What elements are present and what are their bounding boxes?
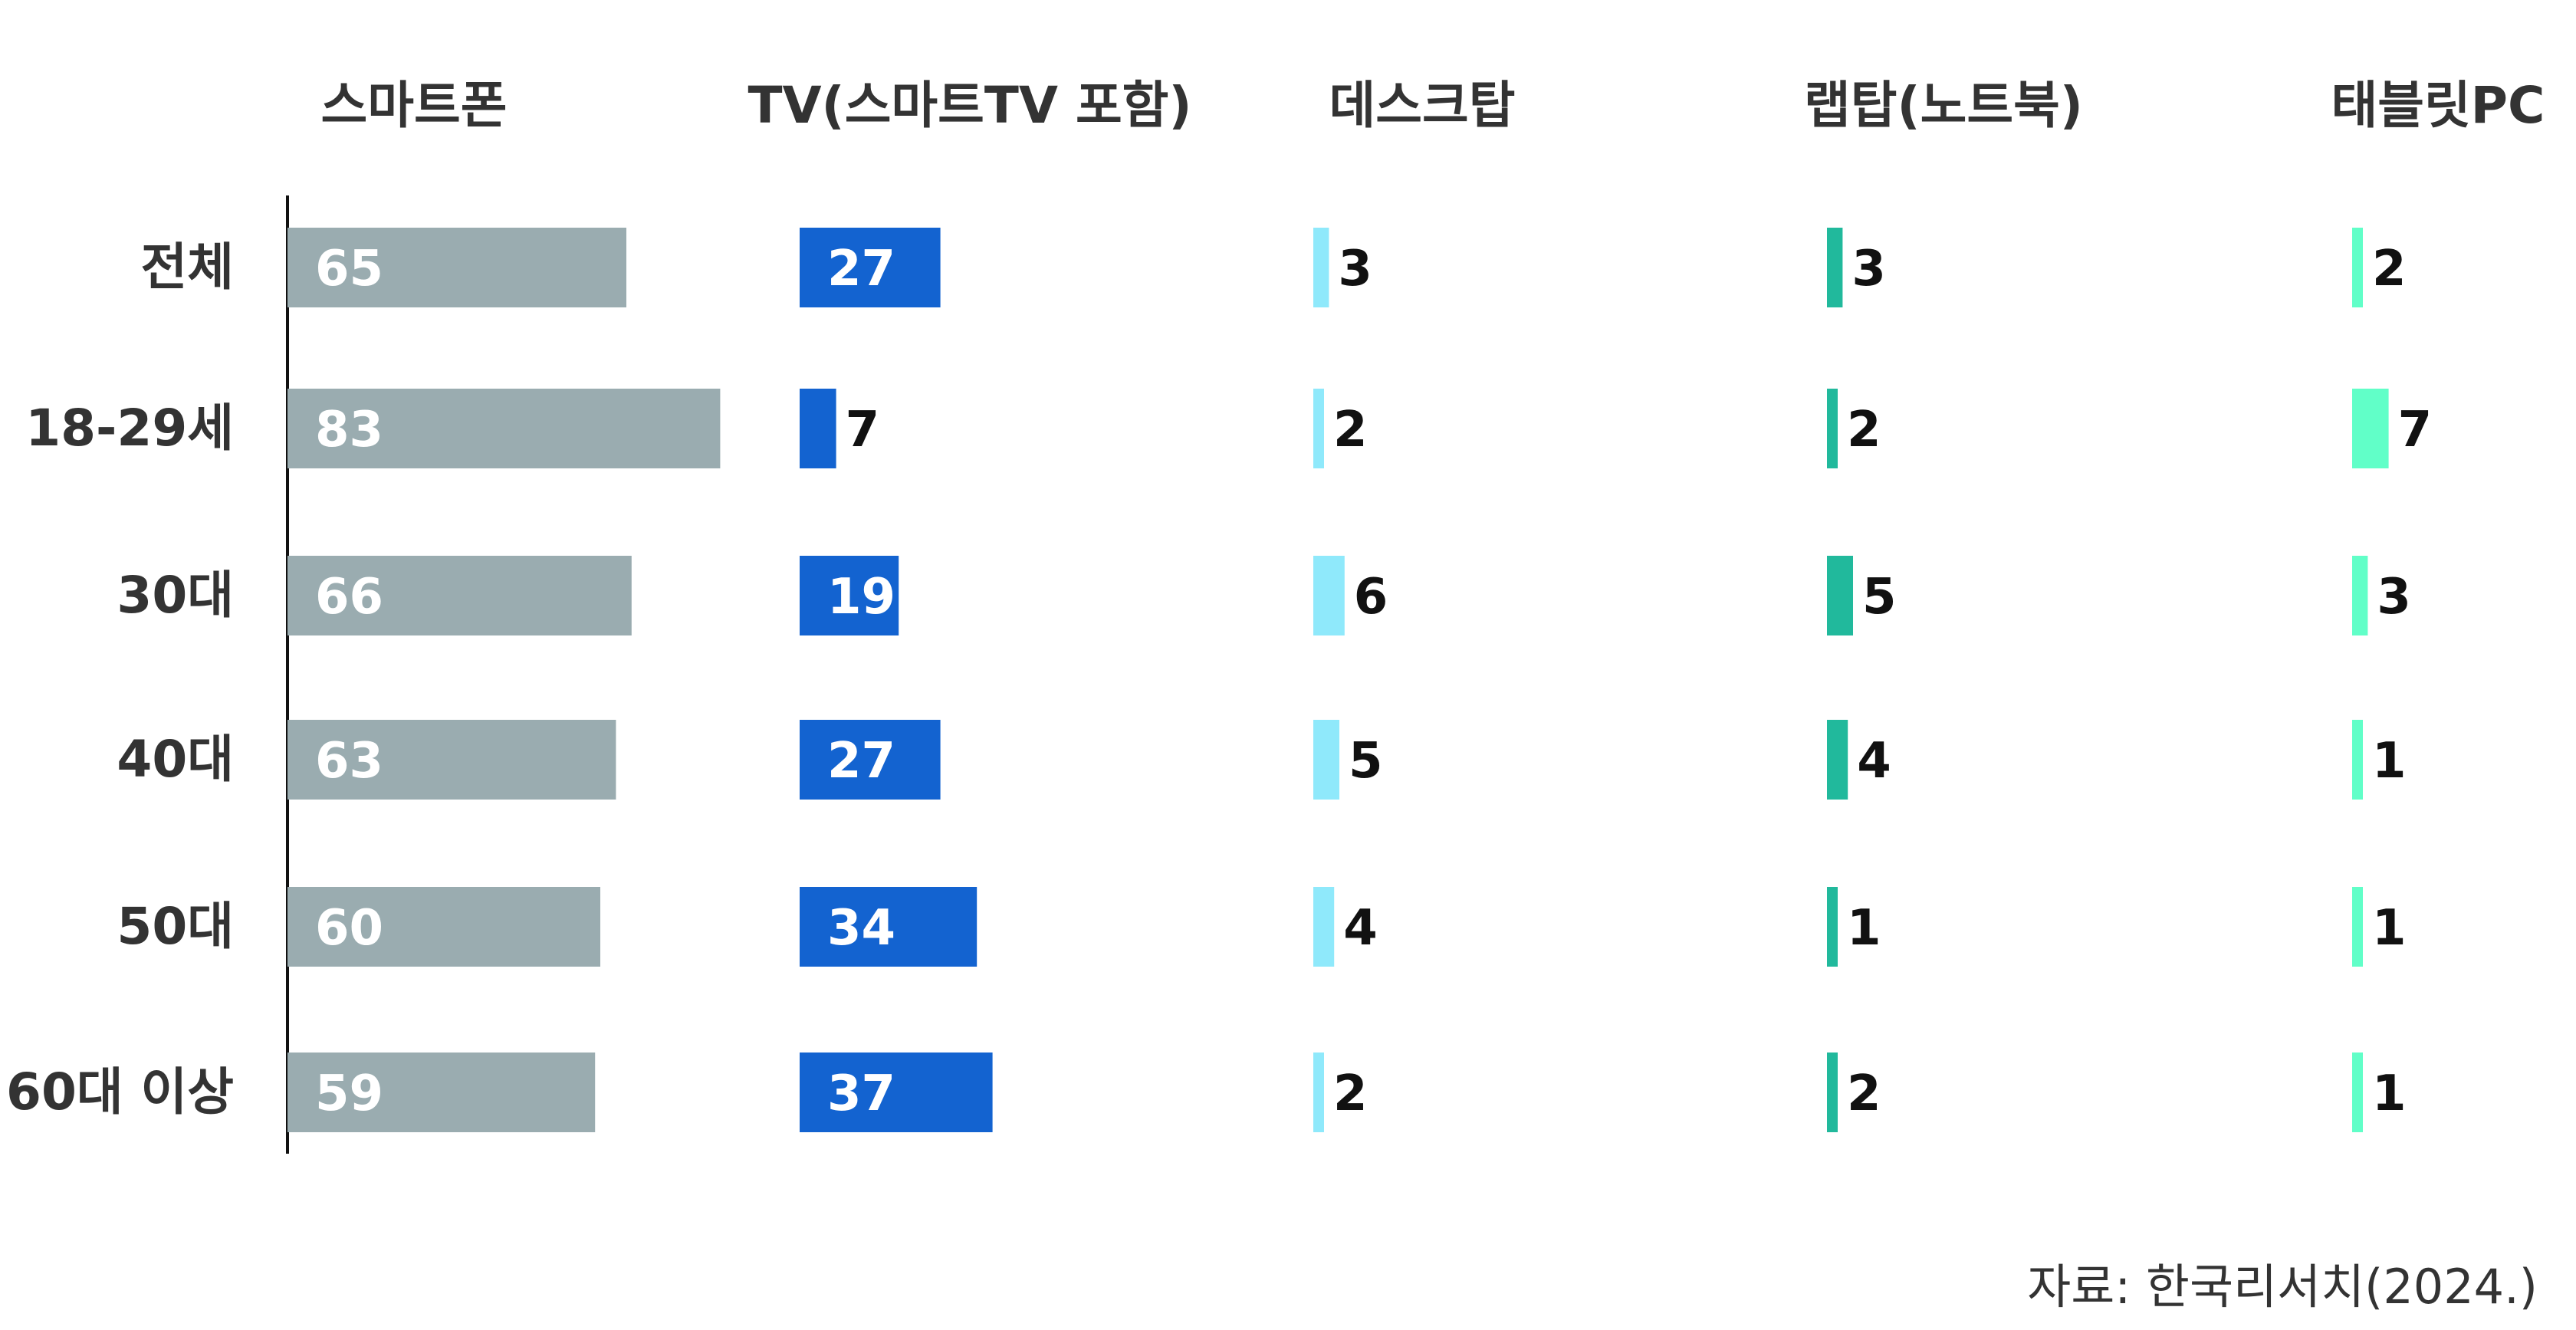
data-label: 1 xyxy=(2372,900,2407,957)
data-label: 63 xyxy=(315,733,383,790)
row-label: 40대 xyxy=(117,730,234,789)
bar xyxy=(2352,720,2363,800)
data-label: 2 xyxy=(1333,402,1368,458)
data-label: 2 xyxy=(1333,1066,1368,1122)
row-label: 60대 이상 xyxy=(6,1062,234,1121)
column-titles: 스마트폰 TV(스마트TV 포함) 데스크탑 랩탑(노트북) 태블릿PC xyxy=(321,76,2545,135)
bar xyxy=(288,1053,596,1132)
data-label: 27 xyxy=(827,241,895,297)
bar xyxy=(2352,887,2363,967)
data-label: 5 xyxy=(1349,733,1383,790)
bar xyxy=(1827,389,1838,468)
data-label: 7 xyxy=(2398,402,2433,458)
data-label: 2 xyxy=(2372,241,2407,297)
column-title: 스마트폰 xyxy=(321,76,508,135)
data-label: 65 xyxy=(315,241,383,297)
source-note: 자료: 한국리서치(2024.) xyxy=(2027,1259,2538,1315)
bar xyxy=(800,556,899,635)
data-label: 5 xyxy=(1862,569,1897,626)
bar xyxy=(2352,389,2389,468)
bar xyxy=(1313,389,1324,468)
bar xyxy=(2352,228,2363,307)
data-label: 2 xyxy=(1847,1066,1881,1122)
bar xyxy=(1313,228,1329,307)
bar xyxy=(1313,720,1339,800)
data-label: 27 xyxy=(827,733,895,790)
column-title: TV(스마트TV 포함) xyxy=(748,76,1191,135)
bar xyxy=(800,720,941,800)
row-label: 전체 xyxy=(141,238,234,297)
data-label: 1 xyxy=(2372,1066,2407,1122)
data-label: 6 xyxy=(1354,569,1388,626)
data-label: 4 xyxy=(1857,733,1891,790)
data-label: 7 xyxy=(846,402,880,458)
bar xyxy=(800,389,836,468)
bar xyxy=(800,228,941,307)
bar xyxy=(288,720,616,800)
bar xyxy=(1313,1053,1324,1132)
data-label: 37 xyxy=(827,1066,895,1122)
bar xyxy=(288,389,721,468)
data-labels: 6583666360592771927343732654232541227311… xyxy=(315,241,2432,1122)
column-title: 데스크탑 xyxy=(1329,76,1516,135)
bar-marks xyxy=(288,228,2389,1132)
row-label: 50대 xyxy=(117,897,234,956)
data-label: 3 xyxy=(1338,241,1372,297)
bar xyxy=(1827,887,1838,967)
data-label: 3 xyxy=(1852,241,1886,297)
bar xyxy=(800,887,978,967)
bar xyxy=(1827,228,1843,307)
data-label: 66 xyxy=(315,569,383,626)
row-label: 30대 xyxy=(117,566,234,625)
data-label: 3 xyxy=(2377,569,2411,626)
bar xyxy=(1313,887,1335,967)
data-label: 19 xyxy=(827,569,895,626)
data-label: 83 xyxy=(315,402,383,458)
column-title: 태블릿PC xyxy=(2331,76,2545,135)
data-label: 59 xyxy=(315,1066,383,1122)
bar xyxy=(800,1053,993,1132)
bar xyxy=(2352,556,2368,635)
column-title: 랩탑(노트북) xyxy=(1804,76,2083,135)
data-label: 4 xyxy=(1343,900,1378,957)
bar xyxy=(1313,556,1345,635)
bar xyxy=(1827,1053,1838,1132)
bar xyxy=(288,228,626,307)
bar xyxy=(1827,720,1848,800)
bar xyxy=(288,556,632,635)
bar xyxy=(288,887,600,967)
data-label: 60 xyxy=(315,900,383,957)
data-label: 34 xyxy=(827,900,895,957)
row-labels: 전체 18-29세 30대 40대 50대 60대 이상 xyxy=(6,238,234,1121)
data-label: 1 xyxy=(2372,733,2407,790)
bar xyxy=(2352,1053,2363,1132)
row-label: 18-29세 xyxy=(25,399,234,458)
data-label: 1 xyxy=(1847,900,1881,957)
bar xyxy=(1827,556,1853,635)
data-label: 2 xyxy=(1847,402,1881,458)
